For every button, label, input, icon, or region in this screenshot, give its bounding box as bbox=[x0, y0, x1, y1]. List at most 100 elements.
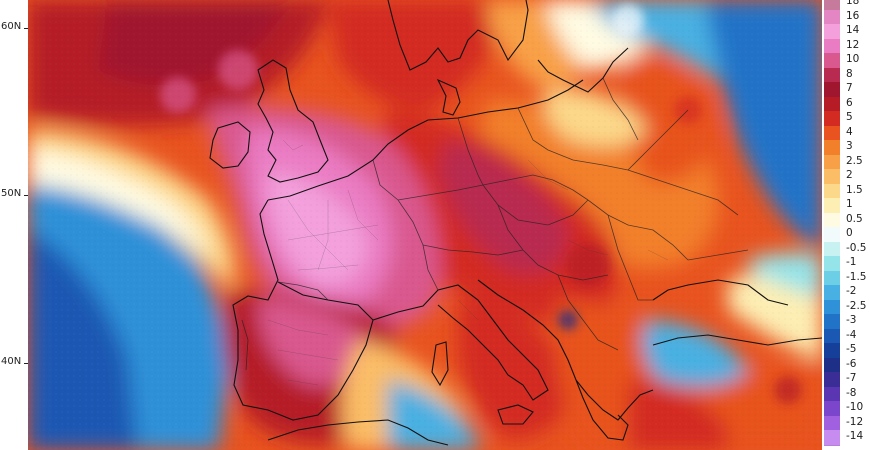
legend-label: 3 bbox=[846, 140, 853, 152]
legend-swatch bbox=[824, 125, 840, 141]
legend-label: 10 bbox=[846, 53, 860, 65]
legend-swatch bbox=[824, 9, 840, 25]
legend-swatch bbox=[824, 415, 840, 431]
legend-label: 1.5 bbox=[846, 183, 863, 196]
legend-entry: -14 bbox=[822, 430, 870, 446]
legend-label: 0.5 bbox=[846, 212, 863, 225]
legend-entry: 3 bbox=[822, 140, 870, 156]
legend-entry: -2 bbox=[822, 285, 870, 301]
legend-label: -4 bbox=[846, 328, 857, 341]
legend-entry: -1 bbox=[822, 256, 870, 272]
legend-swatch bbox=[824, 67, 840, 83]
legend-label: 16 bbox=[846, 9, 860, 22]
coastline-turkey bbox=[652, 334, 822, 346]
legend-label: -2.5 bbox=[846, 299, 867, 312]
legend-swatch bbox=[824, 328, 840, 344]
legend-label: 12 bbox=[846, 38, 860, 51]
coastline-continent bbox=[267, 79, 584, 201]
legend-entry: 5 bbox=[822, 111, 870, 127]
legend-label: 18 bbox=[846, 0, 860, 7]
legend-entry: -8 bbox=[822, 386, 870, 402]
coastline-iberia bbox=[232, 199, 374, 421]
temperature-anomaly-map bbox=[28, 0, 822, 450]
legend-entry: 4 bbox=[822, 125, 870, 141]
legend-label: 0 bbox=[846, 227, 853, 239]
legend-swatch bbox=[824, 24, 840, 40]
legend-entry: 6 bbox=[822, 96, 870, 112]
legend-label: -1 bbox=[846, 256, 857, 268]
legend-label: -12 bbox=[846, 415, 864, 428]
coastline-scandinavia bbox=[387, 0, 529, 71]
legend-entry: 1 bbox=[822, 198, 870, 214]
legend-label: 4 bbox=[846, 125, 853, 138]
legend-label: -2 bbox=[846, 285, 857, 297]
legend-swatch bbox=[824, 198, 840, 214]
legend-entry: 16 bbox=[822, 9, 870, 25]
coastline-north-africa bbox=[267, 419, 449, 446]
legend-label: 2 bbox=[846, 169, 853, 181]
legend-swatch bbox=[824, 38, 840, 54]
coastline-denmark bbox=[436, 78, 461, 116]
legend-swatch bbox=[824, 270, 840, 286]
legend-swatch bbox=[824, 256, 840, 272]
legend-label: -8 bbox=[846, 386, 857, 399]
legend-entry: 14 bbox=[822, 24, 870, 40]
legend-entry: -7 bbox=[822, 372, 870, 388]
legend-swatch bbox=[824, 357, 840, 373]
latitude-tick bbox=[24, 28, 28, 29]
coastline-great-britain bbox=[257, 59, 329, 183]
legend-swatch bbox=[824, 183, 840, 199]
legend-swatch bbox=[824, 111, 840, 127]
country-borders bbox=[241, 77, 749, 371]
legend-label: 8 bbox=[846, 67, 853, 80]
latitude-label-50n: 50N bbox=[1, 188, 22, 199]
legend-entry: 7 bbox=[822, 82, 870, 98]
latitude-label-40n: 40N bbox=[1, 356, 22, 367]
legend-swatch bbox=[824, 386, 840, 402]
legend-entry: -5 bbox=[822, 343, 870, 359]
legend-swatch bbox=[824, 372, 840, 388]
legend-swatch bbox=[824, 241, 840, 257]
latitude-tick bbox=[24, 195, 28, 196]
legend-label: 6 bbox=[846, 96, 853, 109]
legend-label: -7 bbox=[846, 372, 857, 384]
legend-swatch bbox=[824, 430, 840, 446]
regional-borders bbox=[267, 139, 669, 386]
legend-swatch bbox=[824, 227, 840, 243]
legend-entry: 0 bbox=[822, 227, 870, 243]
legend-entry: -6 bbox=[822, 357, 870, 373]
legend-entry: -1.5 bbox=[822, 270, 870, 286]
legend-swatch bbox=[824, 82, 840, 98]
color-scale-legend: 18 16 14 12 10 8 7 6 5 4 3 2.5 2 1.5 1 0.5 0 -0.5 -1 -1.5 -2… bbox=[822, 0, 870, 450]
legend-entry: 2.5 bbox=[822, 154, 870, 170]
coastline-black-sea bbox=[652, 279, 789, 306]
legend-swatch bbox=[824, 299, 840, 315]
legend-label: 1 bbox=[846, 198, 853, 210]
legend-label: -0.5 bbox=[846, 241, 867, 254]
coastlines bbox=[209, 0, 822, 446]
legend-swatch bbox=[824, 154, 840, 170]
legend-label: -3 bbox=[846, 314, 857, 326]
legend-entry: -12 bbox=[822, 415, 870, 431]
legend-entry: 12 bbox=[822, 38, 870, 54]
coastline-sicily bbox=[497, 404, 534, 425]
legend-label: 5 bbox=[846, 111, 853, 123]
legend-swatch bbox=[824, 401, 840, 417]
coastline-ireland bbox=[209, 121, 251, 169]
latitude-label-60n: 60N bbox=[1, 21, 22, 32]
legend-entry: -2.5 bbox=[822, 299, 870, 315]
map-svg bbox=[28, 0, 822, 450]
legend-entry: 1.5 bbox=[822, 183, 870, 199]
legend-swatch bbox=[824, 53, 840, 69]
coastline-greece bbox=[575, 379, 629, 441]
legend-entry: 8 bbox=[822, 67, 870, 83]
latitude-axis: 60N 50N 40N bbox=[0, 0, 28, 450]
legend-entry: -10 bbox=[822, 401, 870, 417]
legend-label: -5 bbox=[846, 343, 857, 355]
coastline-sardinia bbox=[431, 341, 449, 387]
legend-swatch bbox=[824, 314, 840, 330]
legend-entry: -3 bbox=[822, 314, 870, 330]
latitude-tick bbox=[24, 363, 28, 364]
legend-entry: 10 bbox=[822, 53, 870, 69]
legend-label: -1.5 bbox=[846, 270, 867, 283]
